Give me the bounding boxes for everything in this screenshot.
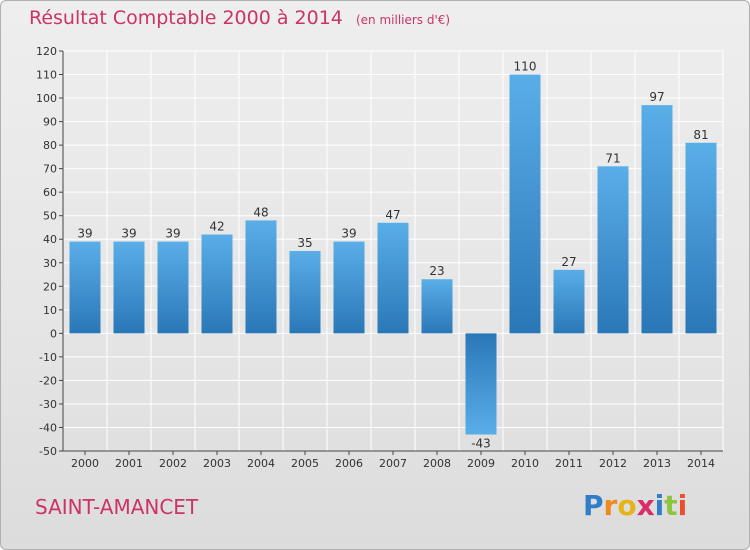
y-tick-label: 30 xyxy=(43,257,57,270)
x-tick-label: 2000 xyxy=(71,457,99,470)
y-tick-label: 110 xyxy=(36,69,57,82)
bar xyxy=(201,234,233,334)
chart-title-text: Résultat Comptable 2000 à 2014 xyxy=(29,7,343,29)
bar xyxy=(509,74,541,334)
y-tick-label: 20 xyxy=(43,280,57,293)
bar xyxy=(597,166,629,334)
x-tick-label: 2010 xyxy=(511,457,539,470)
labels: 39 39 39 42 48 35 39 47 23 -43 110 27 71 97 81 xyxy=(77,60,708,451)
x-tick-label: 2001 xyxy=(115,457,143,470)
value-label: 97 xyxy=(649,90,664,104)
x-tick-label: 2011 xyxy=(555,457,583,470)
y-tick-label: 120 xyxy=(36,45,57,58)
y-tick-label: -40 xyxy=(39,421,57,434)
proxiti-logo-letter: t xyxy=(664,489,678,522)
y-tick-label: 90 xyxy=(43,116,57,129)
bar xyxy=(465,333,497,435)
value-label: 39 xyxy=(165,227,180,241)
y-tick-label: -20 xyxy=(39,374,57,387)
y-tick-label: 40 xyxy=(43,233,57,246)
bar xyxy=(641,105,673,334)
bar xyxy=(289,251,321,334)
x-tick-label: 2006 xyxy=(335,457,363,470)
commune-name: SAINT-AMANCET xyxy=(35,495,199,519)
chart-unit: (en milliers d'€) xyxy=(355,13,451,27)
y-tick-label: 0 xyxy=(50,327,57,340)
proxiti-logo-letter: x xyxy=(636,489,655,522)
proxiti-logo: Proxiti xyxy=(583,489,687,522)
proxiti-logo-letter: o xyxy=(617,489,637,522)
proxiti-logo-letter: i xyxy=(677,489,688,522)
axes: 1201101009080706050403020100-10-20-30-40… xyxy=(36,45,723,470)
x-tick-label: 2005 xyxy=(291,457,319,470)
value-label: 42 xyxy=(209,220,224,234)
bar xyxy=(685,142,717,334)
x-tick-label: 2012 xyxy=(599,457,627,470)
bar xyxy=(245,220,277,334)
y-tick-label: 70 xyxy=(43,163,57,176)
value-label: 71 xyxy=(605,151,620,165)
bar xyxy=(69,241,101,334)
bars xyxy=(69,74,717,435)
y-tick-label: 60 xyxy=(43,186,57,199)
proxiti-logo-letter: P xyxy=(583,489,604,522)
chart-title: Résultat Comptable 2000 à 2014 (en milli… xyxy=(29,7,450,29)
x-tick-label: 2008 xyxy=(423,457,451,470)
bar xyxy=(377,222,409,334)
x-tick-label: 2003 xyxy=(203,457,231,470)
value-label: 35 xyxy=(297,236,312,250)
bar xyxy=(113,241,145,334)
x-tick-label: 2013 xyxy=(643,457,671,470)
proxiti-logo-letter: r xyxy=(603,489,618,522)
y-tick-label: 50 xyxy=(43,210,57,223)
bar xyxy=(421,279,453,334)
bar xyxy=(333,241,365,334)
x-tick-label: 2004 xyxy=(247,457,275,470)
x-tick-label: 2009 xyxy=(467,457,495,470)
x-tick-label: 2002 xyxy=(159,457,187,470)
value-label: 23 xyxy=(429,264,444,278)
bar xyxy=(553,269,585,334)
x-tick-label: 2007 xyxy=(379,457,407,470)
value-label: 48 xyxy=(253,205,268,219)
y-tick-label: 100 xyxy=(36,92,57,105)
value-label: 47 xyxy=(385,208,400,222)
value-label: 39 xyxy=(77,227,92,241)
y-tick-label: 10 xyxy=(43,304,57,317)
value-label: 39 xyxy=(341,227,356,241)
y-tick-label: -30 xyxy=(39,398,57,411)
value-label: 27 xyxy=(561,255,576,269)
value-label: 110 xyxy=(514,60,537,74)
x-tick-label: 2014 xyxy=(687,457,715,470)
y-tick-label: 80 xyxy=(43,139,57,152)
bar xyxy=(157,241,189,334)
value-label: -43 xyxy=(471,437,491,451)
y-tick-label: -50 xyxy=(39,445,57,458)
value-label: 81 xyxy=(693,128,708,142)
value-label: 39 xyxy=(121,227,136,241)
y-tick-label: -10 xyxy=(39,351,57,364)
proxiti-logo-letter: i xyxy=(654,489,665,522)
